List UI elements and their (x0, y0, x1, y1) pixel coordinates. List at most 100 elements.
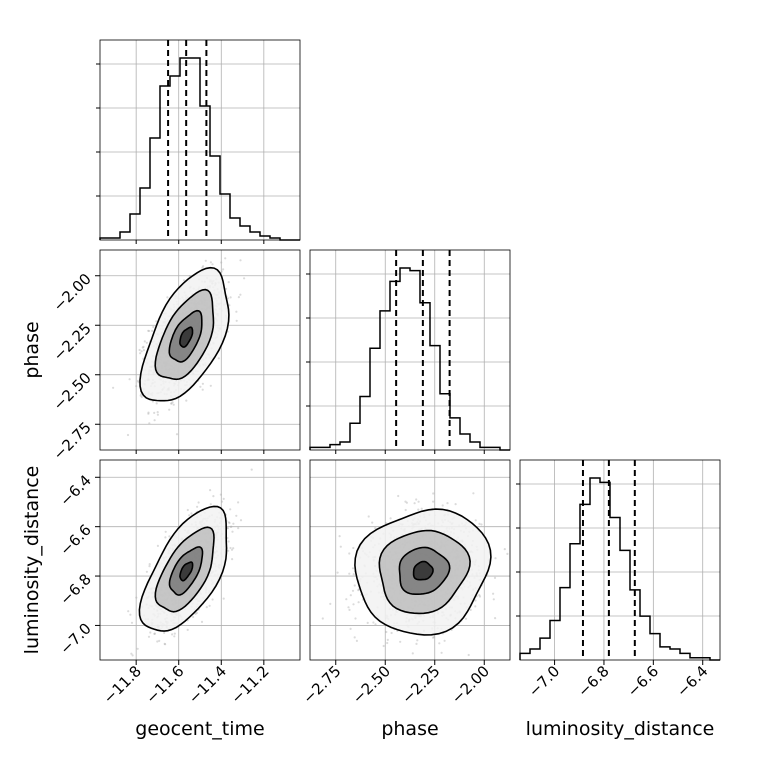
scatter-point (135, 385, 138, 388)
scatter-point (348, 608, 351, 612)
scatter-point (148, 422, 151, 425)
scatter-point (492, 598, 495, 601)
scatter-point (148, 563, 151, 566)
scatter-point (164, 643, 167, 646)
scatter-point (389, 517, 392, 520)
scatter-point (353, 584, 356, 587)
scatter-point (130, 652, 133, 655)
scatter-point (182, 279, 186, 282)
scatter-point (209, 503, 212, 506)
scatter-point (153, 632, 156, 636)
scatter-point (374, 623, 377, 626)
scatter-point (367, 515, 370, 518)
contour-level-3 (179, 561, 194, 582)
scatter-point (137, 381, 140, 384)
scatter-point (235, 514, 238, 517)
scatter-point (478, 594, 481, 597)
scatter-point (411, 652, 414, 655)
scatter-point (188, 514, 191, 517)
scatter-point (127, 610, 130, 613)
scatter-point (129, 613, 132, 616)
scatter-point (386, 638, 389, 642)
scatter-point (371, 521, 374, 524)
tick-label-y-luminosity_distance: −6.8 (56, 570, 94, 608)
scatter-point (143, 340, 146, 343)
scatter-point (138, 348, 141, 352)
scatter-point (186, 508, 189, 512)
scatter-point (228, 521, 231, 525)
scatter-point (227, 281, 230, 284)
scatter-point (474, 599, 477, 602)
histogram-phase (309, 267, 510, 451)
panel-border (519, 459, 721, 661)
scatter-point (140, 395, 143, 399)
scatter-point (130, 621, 134, 624)
scatter-point (354, 617, 357, 620)
scatter-point (201, 266, 204, 269)
scatter-point (147, 329, 150, 332)
scatter-point (478, 522, 481, 526)
scatter-point (348, 552, 351, 555)
scatter-point (163, 631, 166, 635)
tick-label-x-luminosity_distance: −6.8 (574, 662, 612, 700)
scatter-point (227, 521, 230, 524)
scatter-point (446, 502, 449, 505)
scatter-point (230, 548, 234, 551)
scatter-point (128, 378, 131, 381)
scatter-point (172, 403, 175, 406)
tick-label-y-phase: −2.25 (50, 319, 95, 364)
scatter-point (148, 565, 151, 568)
scatter-point (432, 500, 435, 503)
scatter-point (222, 268, 225, 271)
scatter-point (209, 261, 212, 264)
scatter-point (227, 549, 230, 552)
scatter-point (209, 489, 212, 492)
panel-border (309, 459, 511, 661)
scatter-point (158, 639, 161, 643)
scatter-point (492, 592, 495, 595)
scatter-point (235, 310, 238, 313)
tick-label-x-phase: −2.25 (398, 662, 443, 707)
scatter-point (431, 636, 435, 639)
scatter-point (357, 589, 360, 592)
scatter-point (173, 632, 176, 635)
scatter-point (494, 557, 497, 560)
scatter-point (153, 419, 156, 422)
scatter-point (156, 413, 159, 416)
scatter-point (372, 621, 375, 624)
scatter-point (229, 546, 232, 550)
histogram-geocent_time (99, 57, 300, 241)
panel-luminosity_distance-vs-luminosity_distance (516, 459, 721, 661)
tick-label-x-luminosity_distance: −6.6 (624, 662, 662, 700)
scatter-point (467, 653, 470, 657)
scatter-point (345, 598, 348, 601)
scatter-point (126, 433, 130, 437)
scatter-point (384, 522, 387, 525)
scatter-point (329, 602, 332, 606)
scatter-point (349, 594, 352, 597)
scatter-point (136, 379, 139, 383)
scatter-point (336, 571, 339, 574)
scatter-point (237, 296, 240, 299)
scatter-point (441, 504, 444, 507)
scatter-point (136, 647, 139, 650)
scatter-point (166, 296, 169, 299)
scatter-point (352, 603, 355, 606)
scatter-point (348, 572, 351, 575)
scatter-point (148, 329, 151, 333)
tick-label-x-luminosity_distance: −6.4 (673, 662, 711, 700)
scatter-point (237, 501, 240, 504)
x-axis-label-phase: phase (381, 718, 438, 740)
scatter-point (231, 530, 234, 533)
scatter-point (229, 525, 232, 528)
scatter-point (163, 642, 166, 646)
scatter-point (474, 605, 477, 608)
tick-label-y-phase: −2.50 (50, 369, 95, 414)
contour-level-3 (412, 560, 434, 581)
tick-label-x-luminosity_distance: −7.0 (525, 662, 563, 700)
scatter-point (420, 507, 423, 510)
scatter-point (390, 631, 393, 635)
tick-label-x-geocent_time: −11.6 (142, 662, 187, 707)
scatter-point (382, 644, 385, 648)
